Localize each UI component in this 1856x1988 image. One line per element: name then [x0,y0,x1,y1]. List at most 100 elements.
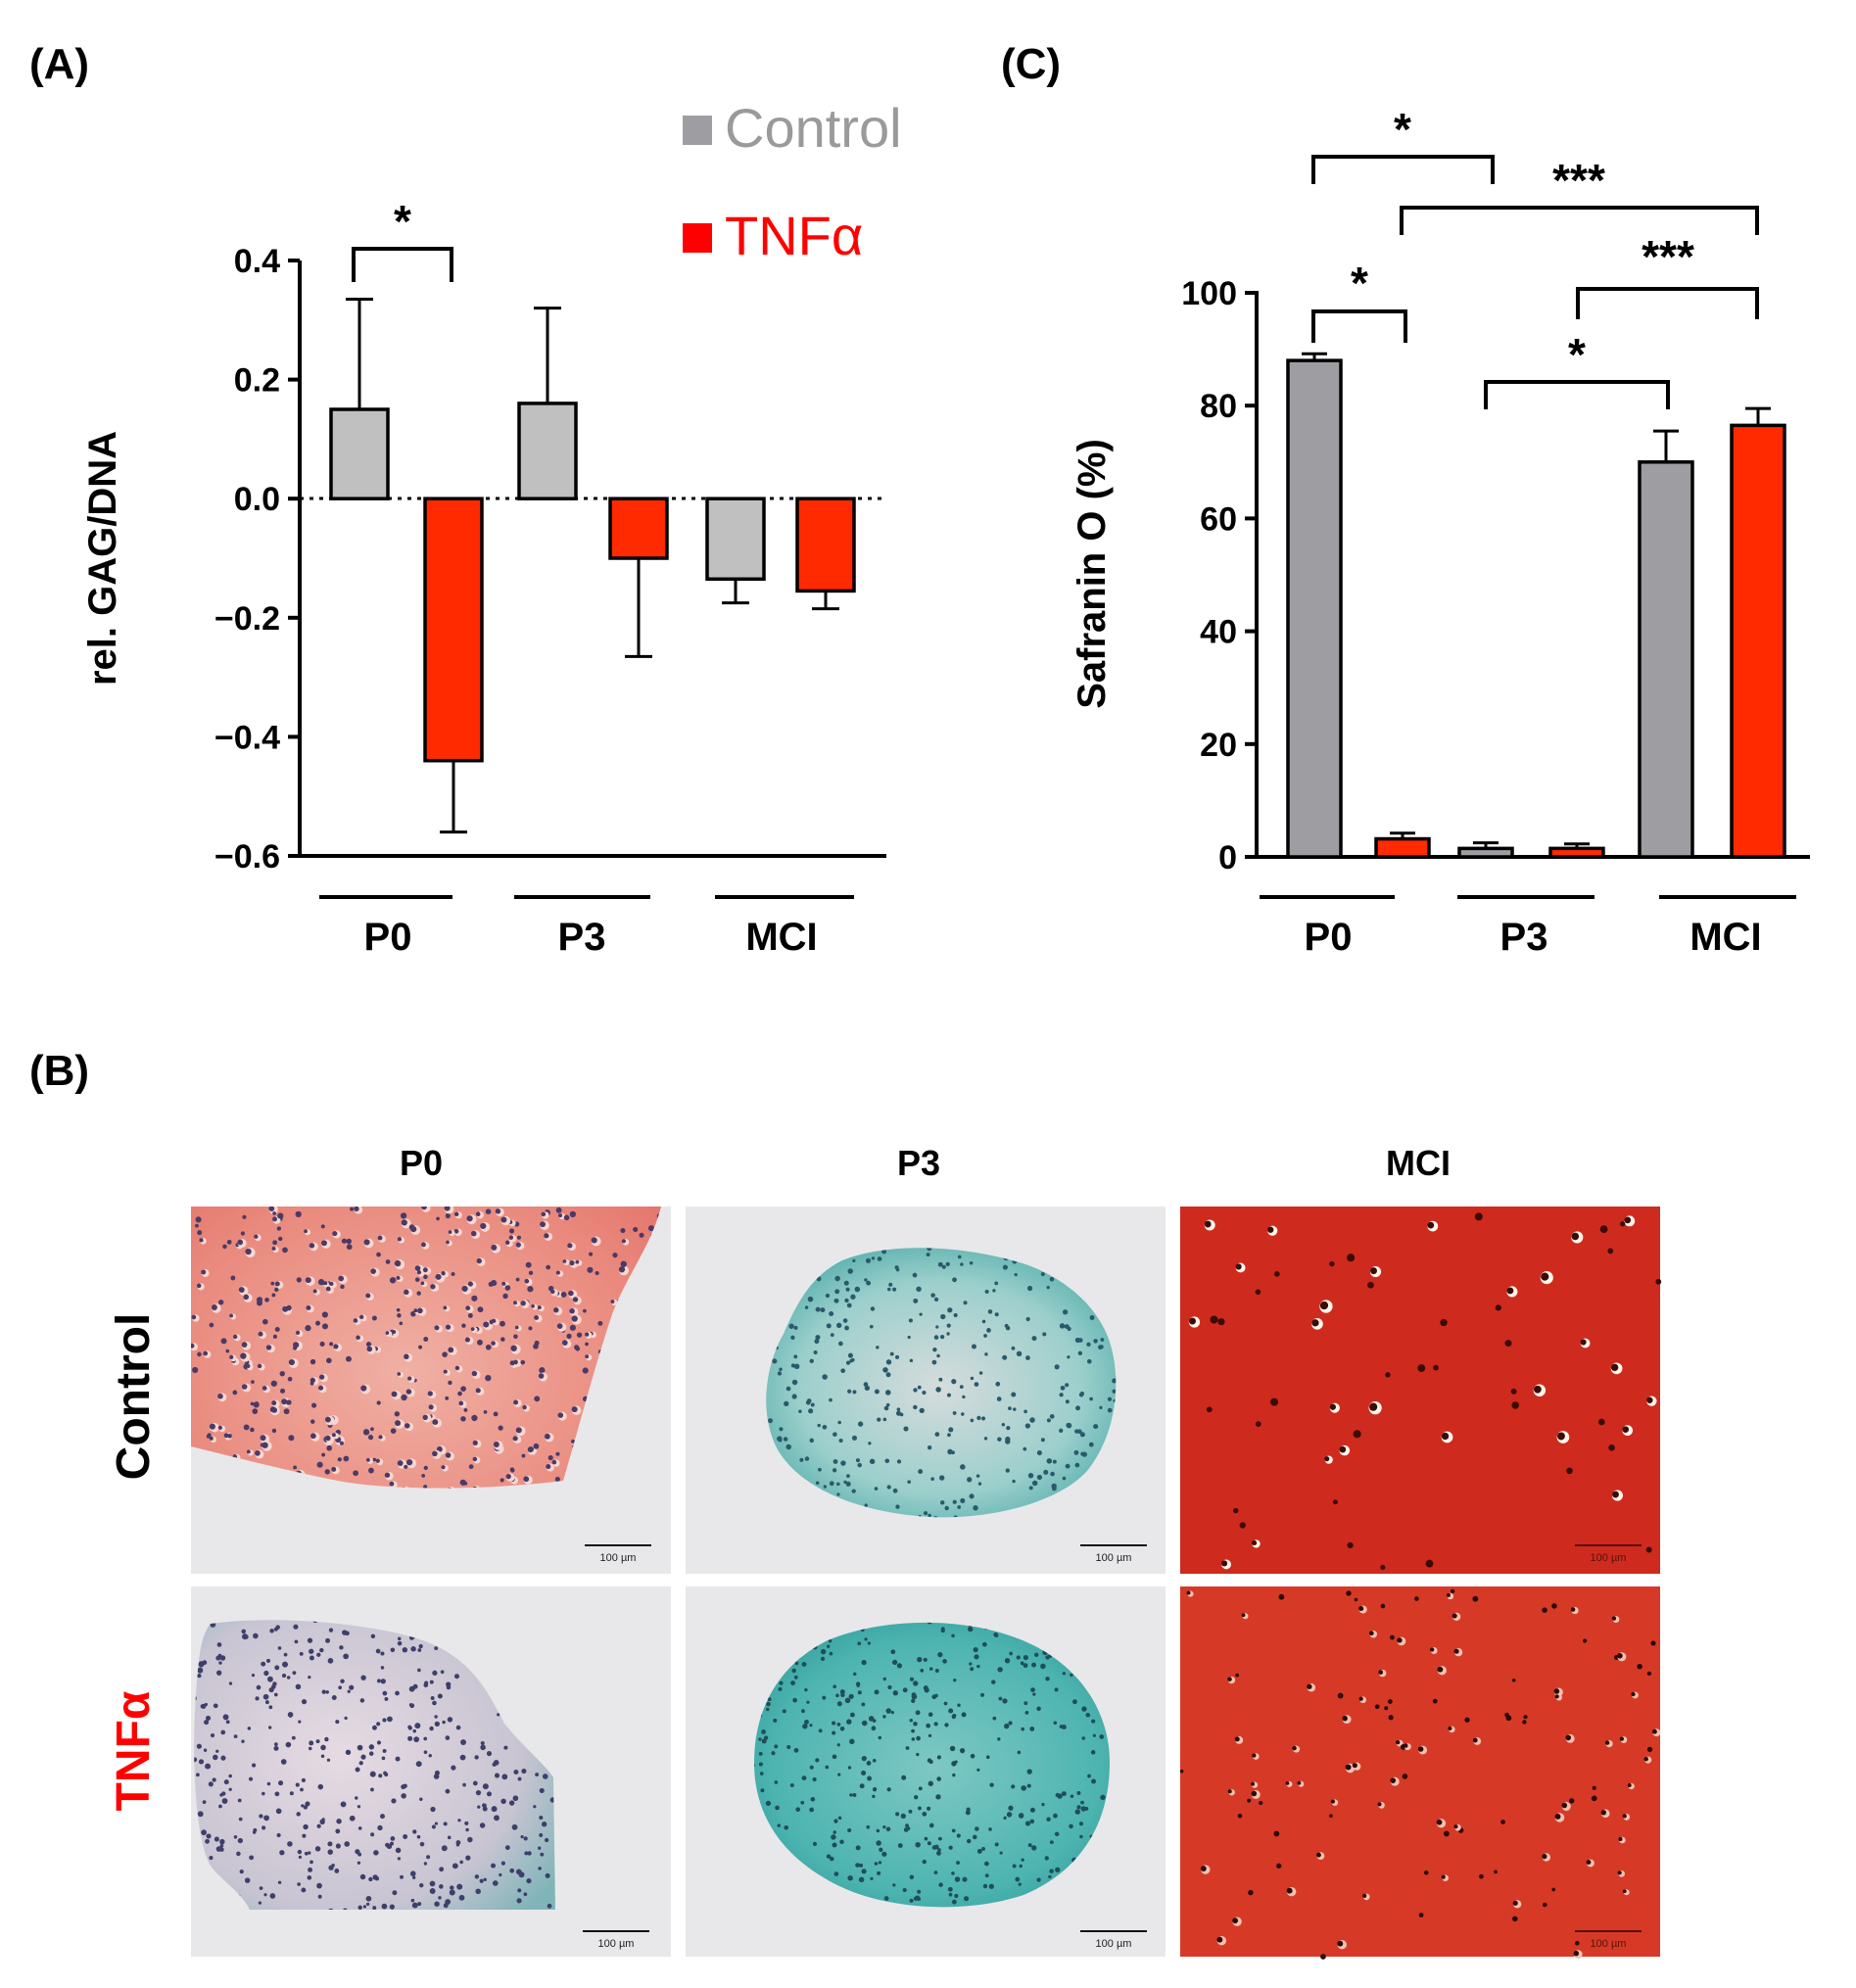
cell-nucleus [509,1868,515,1873]
cell-nucleus [550,1289,555,1295]
cell-nucleus [544,1233,549,1239]
cell-nucleus [277,1880,282,1884]
cell-nucleus [297,1849,303,1855]
cell-nucleus [414,1723,421,1729]
cell-nucleus [382,1690,388,1696]
cell-nucleus [249,1855,255,1861]
cell-nucleus [339,1645,344,1650]
cell-nucleus [1522,1720,1527,1725]
cell-nucleus [255,1401,260,1406]
cell-nucleus [453,1674,459,1680]
cell-nucleus [951,1899,957,1905]
cell-nucleus [1062,1309,1069,1315]
cell-nucleus [315,1739,320,1744]
cell-nucleus [403,1834,408,1839]
cell-nucleus [405,1459,413,1466]
cell-nucleus [327,1657,334,1664]
cell-nucleus [482,1783,489,1790]
cell-nucleus [321,1452,326,1457]
cell-nucleus [329,1342,334,1347]
cell-nucleus [1210,1315,1218,1324]
cell-nucleus [926,1253,930,1257]
cell-nucleus [423,1736,428,1741]
cell-nucleus [774,1744,779,1749]
cell-nucleus [376,1722,381,1727]
cell-nucleus [485,1344,492,1350]
cell-nucleus [271,1293,276,1298]
cell-nucleus [847,1389,852,1394]
chart-c-sig-label-5: * [1568,329,1586,380]
cell-nucleus [1018,1813,1024,1819]
cell-nucleus [894,1354,900,1359]
cell-nucleus [463,1481,468,1486]
cell-nucleus [835,1322,842,1329]
cell-nucleus [793,1675,798,1680]
cell-nucleus [960,1497,966,1504]
cell-nucleus [858,1876,865,1883]
cell-nucleus [857,1421,864,1427]
cell-nucleus [451,1271,455,1276]
cell-nucleus [397,1237,402,1242]
cell-nucleus [1042,1332,1047,1337]
cell-nucleus [213,1703,218,1709]
cell-nucleus [1618,1836,1623,1842]
cell-nucleus [232,1390,238,1396]
cell-nucleus [439,1867,445,1872]
cell-nucleus [911,1728,915,1733]
cell-nucleus [1604,1740,1610,1745]
cell-nucleus [237,1239,244,1246]
cell-nucleus [429,1680,434,1684]
cell-nucleus [256,1684,262,1690]
cell-nucleus [864,1637,868,1641]
cell-nucleus [384,1472,391,1478]
cell-nucleus [357,1852,362,1857]
cell-nucleus [395,1847,402,1854]
cell-nucleus [984,1873,989,1878]
cell-nucleus [219,1655,226,1661]
cell-nucleus [515,1242,521,1248]
cell-nucleus [939,1500,945,1505]
cell-nucleus [417,1648,422,1652]
cell-nucleus [321,1323,329,1330]
cell-nucleus [497,1713,500,1717]
cell-nucleus [319,1819,325,1825]
cell-nucleus [292,1671,297,1676]
cell-nucleus [1052,1459,1057,1464]
cell-nucleus [363,1239,370,1246]
cell-nucleus [1179,1769,1184,1774]
cell-nucleus [866,1280,872,1286]
cell-nucleus [422,1414,428,1420]
cell-nucleus [928,1822,934,1828]
cell-nucleus [412,1829,417,1834]
cell-nucleus [1337,1940,1344,1947]
cell-nucleus [1024,1821,1031,1826]
chart-a: 0.40.20.0−0.2−0.4−0.6 rel. GAG/DNA P0 P3… [81,196,886,959]
cell-nucleus [575,1346,581,1351]
cell-nucleus [1352,1763,1357,1769]
cell-nucleus [944,1723,949,1728]
cell-nucleus [440,1670,445,1675]
cell-nucleus [1358,1605,1364,1612]
cell-nucleus [483,1321,490,1328]
cell-nucleus [961,1412,965,1416]
cell-nucleus [930,1293,935,1298]
cell-nucleus [768,1418,774,1424]
cell-nucleus [372,1725,377,1730]
cell-nucleus [337,1457,342,1462]
cell-nucleus [1441,1874,1446,1879]
cell-nucleus [328,1628,334,1633]
cell-nucleus [433,1774,440,1779]
cell-nucleus [504,1845,510,1851]
cell-nucleus [382,1718,387,1723]
cell-nucleus [370,1787,374,1792]
cell-nucleus [844,1697,851,1704]
cell-nucleus [1065,1383,1070,1388]
cell-nucleus [243,1294,250,1301]
cell-nucleus [857,1690,862,1695]
cell-nucleus [286,1399,292,1405]
cell-nucleus [384,1696,389,1701]
cell-nucleus [280,1388,286,1394]
cell-nucleus [878,1861,882,1865]
cell-nucleus [219,1793,223,1797]
cell-nucleus [800,1800,805,1805]
